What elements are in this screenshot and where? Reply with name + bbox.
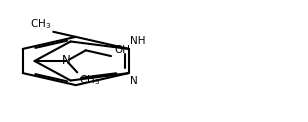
Text: OH: OH xyxy=(114,45,130,55)
Text: N: N xyxy=(131,76,138,86)
Text: CH$_3$: CH$_3$ xyxy=(30,17,52,30)
Text: N: N xyxy=(63,55,71,67)
Text: NH: NH xyxy=(131,36,146,46)
Text: CH$_3$: CH$_3$ xyxy=(79,74,100,87)
